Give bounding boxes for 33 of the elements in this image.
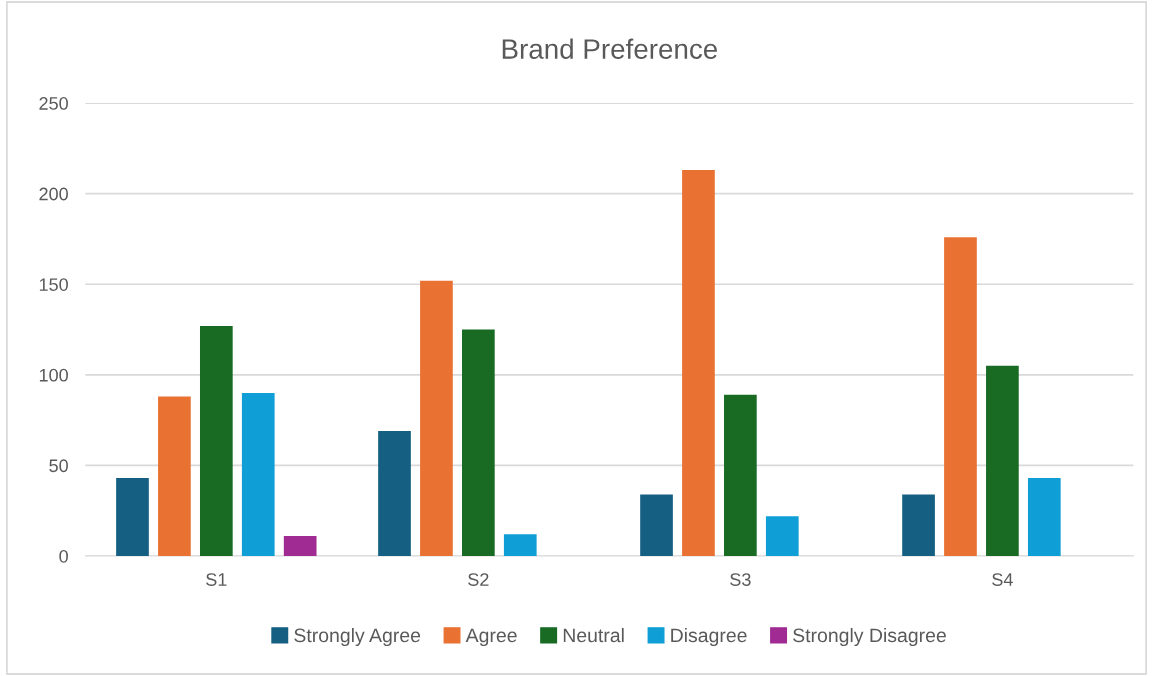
y-tick-label: 0 [59, 549, 68, 563]
bar [944, 237, 977, 557]
x-tick-label: S3 [730, 573, 751, 586]
y-tick-label: 150 [39, 278, 68, 291]
x-tick-label: S1 [206, 573, 227, 586]
bar [199, 325, 233, 557]
legend-label: Agree [465, 628, 517, 647]
bar [462, 329, 495, 557]
bar [158, 396, 191, 557]
bar [724, 394, 757, 557]
y-tick-label: 50 [49, 459, 68, 473]
bar [116, 478, 149, 557]
legend-label: Strongly Agree [294, 627, 421, 647]
bar [682, 170, 715, 557]
bar [420, 280, 453, 557]
y-tick-label: 100 [39, 368, 68, 382]
bar [283, 536, 317, 557]
legend-label: Disagree [671, 627, 747, 647]
bar [986, 365, 1019, 557]
bar [503, 534, 537, 557]
y-tick-label: 200 [39, 187, 68, 201]
legend-label: Strongly Disagree [793, 627, 946, 647]
bar [902, 494, 935, 557]
x-tick-label: S2 [468, 573, 489, 586]
bar [765, 516, 799, 557]
bar [640, 494, 673, 557]
bar [1027, 478, 1061, 557]
y-tick-label: 250 [39, 97, 68, 110]
x-tick-label: S4 [992, 573, 1013, 586]
bar [378, 431, 411, 557]
legend-label: Neutral [563, 627, 624, 643]
chart-title: Brand Preference [502, 38, 717, 59]
bar [241, 392, 275, 557]
